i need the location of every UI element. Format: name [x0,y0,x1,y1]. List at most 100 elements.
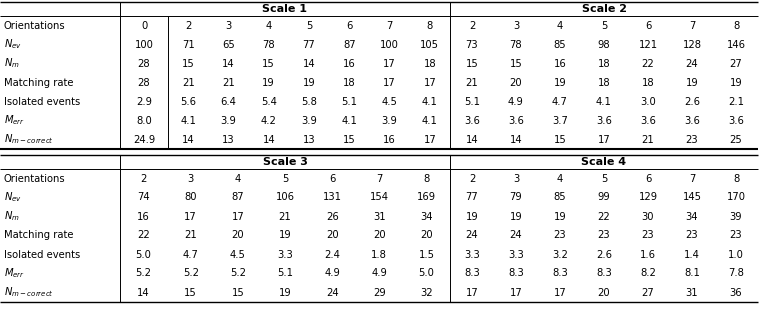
Text: 79: 79 [510,193,522,203]
Text: 5.8: 5.8 [301,97,317,107]
Text: 7: 7 [376,174,382,184]
Text: 30: 30 [641,212,654,222]
Text: 15: 15 [262,59,275,69]
Text: 8: 8 [733,174,739,184]
Text: 100: 100 [135,40,154,50]
Text: 80: 80 [185,193,197,203]
Text: 18: 18 [597,78,610,88]
Text: 85: 85 [554,193,566,203]
Text: 29: 29 [373,288,385,298]
Text: 13: 13 [302,135,315,145]
Text: 31: 31 [373,212,385,222]
Text: $N_m$: $N_m$ [4,57,20,71]
Text: $N_{m-correct}$: $N_{m-correct}$ [4,133,54,147]
Text: 74: 74 [138,193,150,203]
Text: Isolated events: Isolated events [4,97,81,107]
Text: 4.1: 4.1 [180,116,196,126]
Text: 22: 22 [597,212,610,222]
Text: 18: 18 [597,59,610,69]
Text: 19: 19 [686,78,698,88]
Text: 145: 145 [682,193,701,203]
Text: 14: 14 [466,135,478,145]
Text: 14: 14 [262,135,275,145]
Text: 2.4: 2.4 [325,250,340,260]
Text: 4: 4 [557,21,563,31]
Text: 3.6: 3.6 [640,116,656,126]
Text: Scale 1: Scale 1 [262,4,308,14]
Text: 16: 16 [138,212,150,222]
Text: 131: 131 [323,193,342,203]
Text: 14: 14 [182,135,195,145]
Text: 99: 99 [597,193,610,203]
Text: 3: 3 [513,174,519,184]
Text: 5.1: 5.1 [464,97,480,107]
Text: 8.3: 8.3 [464,269,480,279]
Text: 26: 26 [326,212,338,222]
Text: 24: 24 [510,231,522,241]
Text: Scale 4: Scale 4 [581,157,626,167]
Text: 24: 24 [686,59,698,69]
Text: 5: 5 [601,174,607,184]
Text: 21: 21 [641,135,654,145]
Text: 6: 6 [644,174,651,184]
Text: 15: 15 [343,135,356,145]
Text: 3.0: 3.0 [640,97,656,107]
Text: 8.3: 8.3 [508,269,524,279]
Text: 15: 15 [466,59,478,69]
Text: 5: 5 [601,21,607,31]
Text: 20: 20 [232,231,244,241]
Text: 5.1: 5.1 [341,97,357,107]
Text: 16: 16 [383,135,396,145]
Text: 78: 78 [510,40,522,50]
Text: 7: 7 [689,174,695,184]
Text: 5.1: 5.1 [277,269,293,279]
Text: 18: 18 [641,78,654,88]
Text: 3.6: 3.6 [684,116,700,126]
Text: 4: 4 [557,174,563,184]
Text: 98: 98 [597,40,610,50]
Text: 5.6: 5.6 [180,97,196,107]
Text: $M_{err}$: $M_{err}$ [4,267,25,280]
Text: 5.2: 5.2 [182,269,198,279]
Text: 21: 21 [466,78,478,88]
Text: 65: 65 [222,40,235,50]
Text: 23: 23 [686,135,698,145]
Text: 3.3: 3.3 [277,250,293,260]
Text: 1.6: 1.6 [640,250,656,260]
Text: 8: 8 [733,21,739,31]
Text: 20: 20 [510,78,522,88]
Text: 19: 19 [730,78,743,88]
Text: 3.9: 3.9 [220,116,236,126]
Text: $N_{ev}$: $N_{ev}$ [4,38,22,52]
Text: $M_{err}$: $M_{err}$ [4,114,25,128]
Text: 18: 18 [343,78,356,88]
Text: 34: 34 [686,212,698,222]
Text: 16: 16 [343,59,356,69]
Text: 36: 36 [730,288,743,298]
Text: 8.1: 8.1 [684,269,700,279]
Text: 73: 73 [466,40,478,50]
Text: 85: 85 [554,40,566,50]
Text: 14: 14 [138,288,150,298]
Text: 14: 14 [510,135,522,145]
Text: 129: 129 [638,193,657,203]
Text: 23: 23 [641,231,654,241]
Text: 77: 77 [302,40,315,50]
Text: 4.9: 4.9 [325,269,340,279]
Text: 14: 14 [222,59,235,69]
Text: 3.6: 3.6 [596,116,612,126]
Text: 4.1: 4.1 [422,97,438,107]
Text: 4.9: 4.9 [508,97,524,107]
Text: 17: 17 [383,78,396,88]
Text: 27: 27 [730,59,743,69]
Text: 2.6: 2.6 [596,250,612,260]
Text: 17: 17 [510,288,522,298]
Text: Isolated events: Isolated events [4,250,81,260]
Text: 21: 21 [182,78,195,88]
Text: 1.0: 1.0 [728,250,744,260]
Text: 8.0: 8.0 [136,116,152,126]
Text: 3: 3 [513,21,519,31]
Text: 1.4: 1.4 [684,250,700,260]
Text: Scale 2: Scale 2 [581,4,626,14]
Text: 2: 2 [185,21,192,31]
